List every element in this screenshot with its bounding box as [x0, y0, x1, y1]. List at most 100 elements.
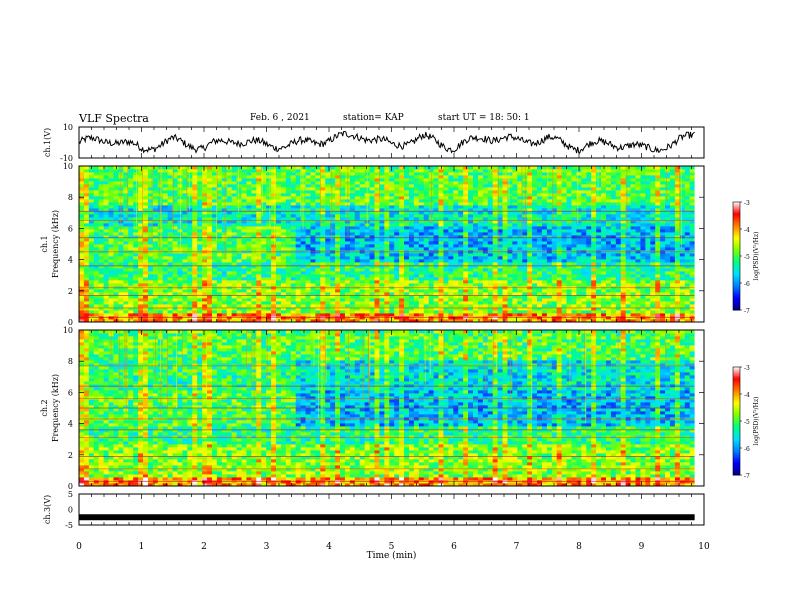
- colorbar-cell: [733, 295, 740, 298]
- chart-title: VLF Spectra: [79, 112, 149, 125]
- colorbar-cell: [733, 243, 740, 246]
- colorbar-cell: [733, 367, 740, 370]
- colorbar-cell: [733, 462, 740, 465]
- colorbar-cell: [733, 232, 740, 235]
- time-tick-label: 6: [451, 542, 457, 552]
- colorbar-cell: [733, 241, 740, 244]
- colorbar-cell: [733, 297, 740, 300]
- colorbar-cell: [733, 239, 740, 243]
- colorbar-cell: [733, 370, 740, 373]
- colorbar-cell: [733, 288, 740, 291]
- colorbar-cell: [733, 229, 740, 232]
- frequency-axis-label: Frequency (kHz): [51, 374, 60, 442]
- colorbar-tick-label: -6: [744, 281, 750, 288]
- colorbar-tick-label: -7: [744, 473, 750, 480]
- colorbar-cell: [733, 426, 740, 429]
- colorbar-cell: [733, 442, 740, 445]
- freq-tick-label: 6: [68, 224, 73, 233]
- colorbar-cell: [733, 449, 740, 453]
- colorbar-cell: [733, 464, 740, 467]
- colorbar-cell: [733, 410, 740, 413]
- time-tick-label: 5: [389, 542, 395, 552]
- ch1-voltage-trace: [78, 131, 695, 154]
- colorbar-cell: [733, 275, 740, 279]
- colorbar-cell: [733, 284, 740, 288]
- ch3-ytick-label: 0: [68, 506, 73, 515]
- colorbar-cell: [733, 413, 740, 417]
- colorbar-cell: [733, 218, 740, 221]
- colorbar-cell: [733, 368, 740, 372]
- ch3-ytick-label: -5: [65, 521, 73, 530]
- colorbar-cell: [733, 417, 740, 420]
- colorbar-cell: [733, 211, 740, 214]
- frequency-axis-label: Frequency (kHz): [51, 210, 60, 278]
- colorbar-cell: [733, 422, 740, 426]
- colorbar-cell: [733, 304, 740, 307]
- ch2-spectrogram-panel: [79, 330, 704, 487]
- colorbar-cell: [733, 408, 740, 411]
- no-data-region: [694, 330, 704, 486]
- colorbar-cell: [733, 437, 740, 440]
- colorbar-cell: [733, 388, 740, 391]
- freq-tick-label: 10: [63, 162, 73, 171]
- colorbar-cell: [733, 214, 740, 217]
- colorbar-tick-label: -3: [744, 200, 750, 207]
- colorbars: [732, 201, 742, 476]
- colorbar-tick-label: -7: [744, 308, 750, 315]
- freq-tick-label: 0: [68, 318, 73, 327]
- colorbar-cell: [733, 236, 740, 239]
- colorbar-cell: [733, 256, 740, 259]
- colorbar-cell: [733, 254, 740, 257]
- colorbar-cell: [733, 293, 740, 297]
- time-tick-label: 3: [264, 542, 270, 552]
- colorbar-cell: [733, 238, 740, 241]
- ch3-waveform-panel: [79, 514, 695, 521]
- freq-tick-label: 6: [68, 388, 73, 397]
- ch1-spectrogram-panel: [79, 166, 704, 323]
- colorbar-cell: [733, 209, 740, 212]
- colorbar-cell: [733, 415, 740, 418]
- colorbar-tick-label: -4: [744, 392, 750, 399]
- colorbar-cell: [733, 399, 740, 402]
- colorbar-tick-label: -6: [744, 446, 750, 453]
- channel-label: ch.1: [40, 235, 49, 252]
- ch1-ytick-label: -10: [60, 154, 73, 163]
- colorbar-cell: [733, 203, 740, 207]
- ch1-ytick-label: 10: [63, 123, 73, 132]
- freq-tick-label: 2: [68, 451, 73, 460]
- colorbar-cell: [733, 424, 740, 427]
- colorbar-cell: [733, 308, 740, 311]
- colorbar-cell: [733, 473, 740, 476]
- colorbar-tick-label: -5: [744, 254, 750, 261]
- time-tick-label: 2: [201, 542, 207, 552]
- freq-tick-label: 4: [68, 420, 73, 429]
- colorbar-cell: [733, 431, 740, 435]
- time-tick-label: 8: [576, 542, 582, 552]
- colorbar-cell: [733, 252, 740, 255]
- time-tick-label: 1: [139, 542, 145, 552]
- colorbar-cell: [733, 272, 740, 275]
- colorbar-cell: [733, 444, 740, 447]
- colorbar-cell: [733, 281, 740, 284]
- colorbar-cell: [733, 230, 740, 234]
- ch1-waveform-panel: [78, 131, 695, 154]
- time-tick-label: 4: [326, 542, 332, 552]
- colorbar-cell: [733, 302, 740, 306]
- colorbar-cell: [733, 261, 740, 264]
- freq-tick-label: 4: [68, 256, 73, 265]
- colorbar-cell: [733, 290, 740, 293]
- colorbar-cell: [733, 428, 740, 431]
- time-tick-label: 7: [514, 542, 520, 552]
- colorbar-cell: [733, 234, 740, 237]
- colorbar-tick-label: -5: [744, 419, 750, 426]
- colorbar-cell: [733, 412, 740, 415]
- axes: [78, 126, 705, 526]
- colorbar-cell: [733, 457, 740, 460]
- channel-label: ch.2: [40, 399, 49, 416]
- colorbar-label: log(PSD)(V²/Hz): [753, 232, 760, 281]
- colorbar-cell: [733, 202, 740, 205]
- colorbar-cell: [733, 372, 740, 375]
- colorbar-cell: [733, 401, 740, 404]
